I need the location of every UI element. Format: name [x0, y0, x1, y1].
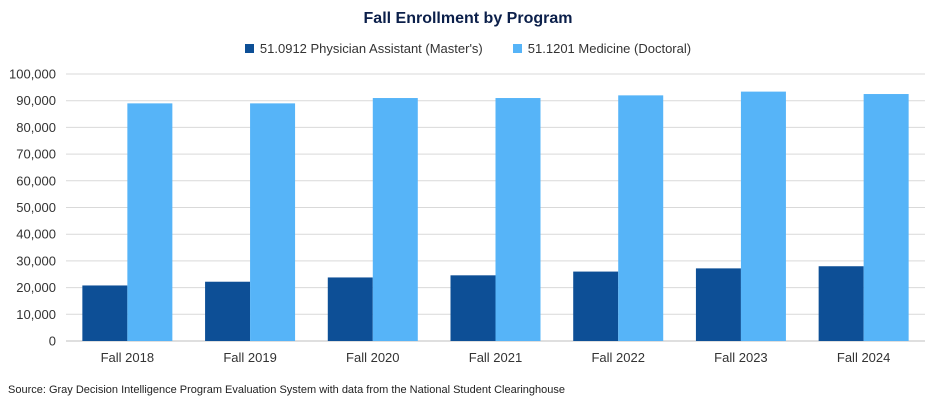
x-tick-label: Fall 2022 — [591, 350, 644, 365]
chart-title: Fall Enrollment by Program — [363, 10, 573, 27]
bar-medicine — [618, 95, 664, 341]
legend-label-physician-assistant: 51.0912 Physician Assistant (Master's) — [259, 41, 483, 56]
bar-physician-assistant — [573, 271, 619, 341]
bar-medicine — [127, 103, 173, 342]
y-tick-label: 50,000 — [16, 200, 56, 215]
y-tick-label: 60,000 — [16, 173, 56, 188]
x-tick-label: Fall 2020 — [346, 350, 399, 365]
legend-item-medicine: 51.1201 Medicine (Doctoral) — [512, 41, 692, 56]
legend-label-medicine: 51.1201 Medicine (Doctoral) — [527, 41, 692, 56]
y-tick-label: 20,000 — [16, 280, 56, 295]
bar-physician-assistant — [450, 275, 496, 341]
y-tick-label: 30,000 — [16, 253, 56, 268]
bar-medicine — [372, 98, 418, 341]
source-note: Source: Gray Decision Intelligence Progr… — [8, 384, 566, 396]
bar-chart-plot: 0 10,000 20,000 30,000 40,000 50,000 60,000 70,… — [9, 67, 925, 365]
x-tick-label: Fall 2023 — [714, 350, 767, 365]
legend-swatch-physician-assistant — [244, 44, 254, 53]
bar-physician-assistant — [82, 285, 128, 341]
bar-medicine — [495, 98, 541, 341]
bar-physician-assistant — [818, 266, 864, 341]
bar-physician-assistant — [327, 277, 373, 341]
legend-swatch-medicine — [512, 44, 522, 53]
y-tick-label: 40,000 — [16, 227, 56, 242]
y-tick-label: 10,000 — [16, 307, 56, 322]
y-tick-label: 90,000 — [16, 93, 56, 108]
x-tick-label: Fall 2019 — [223, 350, 276, 365]
bar-medicine — [250, 103, 296, 342]
x-tick-label: Fall 2024 — [837, 350, 890, 365]
x-tick-label: Fall 2021 — [469, 350, 522, 365]
y-tick-label: 100,000 — [9, 67, 56, 82]
y-tick-label: 0 — [49, 334, 56, 349]
y-tick-label: 70,000 — [16, 147, 56, 162]
bar-physician-assistant — [695, 268, 741, 341]
bar-medicine — [740, 91, 786, 341]
legend: 51.0912 Physician Assistant (Master's) 5… — [0, 41, 936, 56]
bar-physician-assistant — [205, 281, 251, 341]
y-tick-label: 80,000 — [16, 120, 56, 135]
bar-medicine — [863, 94, 909, 342]
x-tick-label: Fall 2018 — [101, 350, 154, 365]
legend-item-physician-assistant: 51.0912 Physician Assistant (Master's) — [244, 41, 483, 56]
